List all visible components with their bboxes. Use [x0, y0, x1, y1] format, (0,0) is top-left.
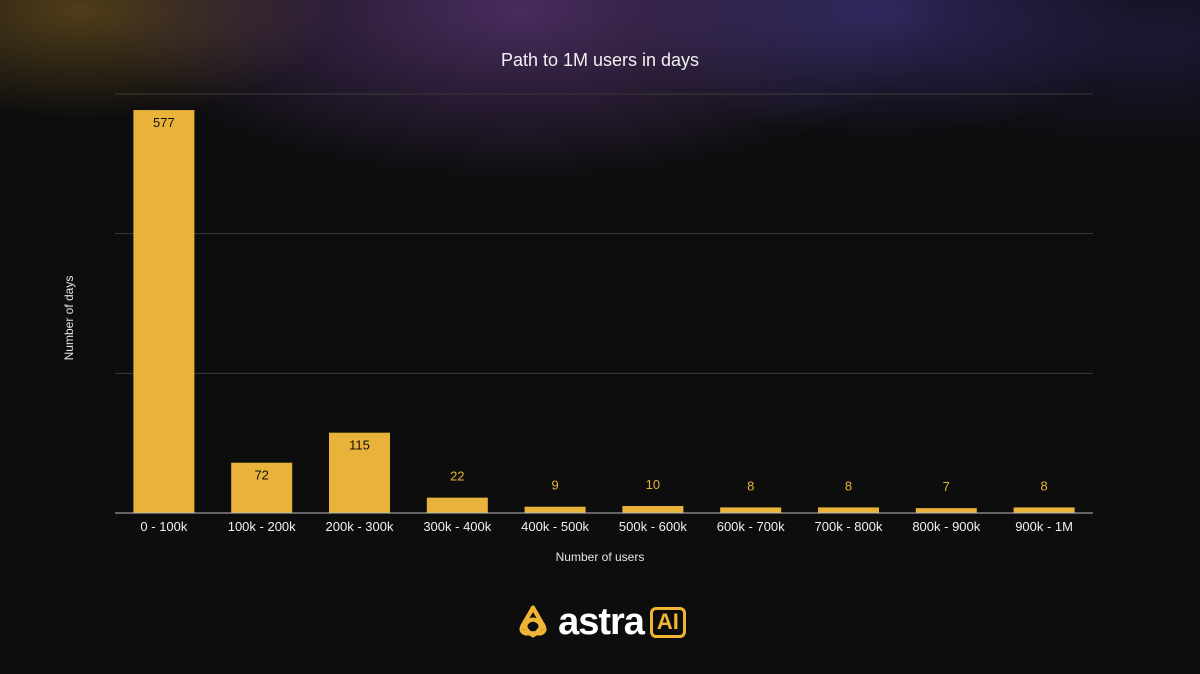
astra-knot-icon: [519, 605, 547, 638]
x-tick-label: 0 - 100k: [140, 519, 187, 534]
bar: [915, 508, 977, 513]
bar: [818, 507, 879, 513]
x-tick-label: 100k - 200k: [228, 519, 296, 534]
data-label: 8: [1040, 478, 1047, 493]
bar: [426, 497, 488, 513]
data-label: 22: [450, 469, 464, 484]
data-label: 7: [943, 479, 950, 494]
x-tick-label: 400k - 500k: [521, 519, 589, 534]
brand-logo: astra AI: [0, 600, 1200, 644]
x-tick-label: 900k - 1M: [1015, 519, 1073, 534]
bar: [133, 110, 195, 513]
data-label: 10: [646, 477, 660, 492]
bar: [524, 506, 586, 513]
bar: [622, 506, 684, 513]
x-tick-label: 800k - 900k: [912, 519, 980, 534]
chart-title: Path to 1M users in days: [500, 50, 700, 70]
data-label: 8: [845, 478, 852, 493]
bar: [1013, 507, 1075, 513]
data-label: 115: [349, 438, 370, 453]
data-label: 577: [153, 115, 175, 130]
data-label: 9: [551, 478, 558, 493]
x-tick-label: 600k - 700k: [717, 519, 785, 534]
logo-ai-badge: AI: [649, 606, 686, 638]
x-tick-label: 700k - 800k: [815, 519, 883, 534]
x-axis-title: Number of users: [555, 550, 645, 564]
bar: [231, 462, 293, 513]
data-label: 8: [747, 478, 754, 493]
x-tick-label: 300k - 400k: [423, 519, 491, 534]
bar: [720, 507, 782, 513]
bar: [329, 432, 390, 513]
x-tick-label: 200k - 300k: [326, 519, 394, 534]
x-tick-label: 500k - 600k: [619, 519, 687, 534]
data-label: 72: [254, 468, 268, 483]
logo-wordmark: astra: [558, 601, 645, 643]
